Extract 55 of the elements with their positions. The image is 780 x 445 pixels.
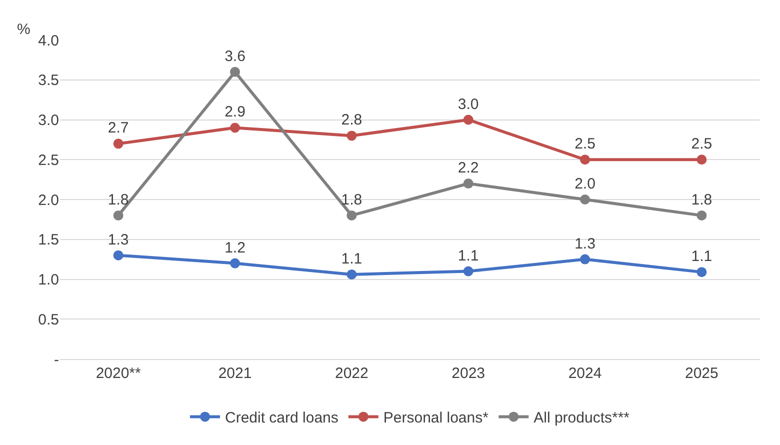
x-tick-label: 2020** [96,365,142,382]
y-tick-label: 2.5 [38,152,59,169]
data-label: 1.8 [341,191,362,208]
y-tick-label: 3.0 [38,112,59,129]
y-tick-label: 4.0 [38,32,59,50]
y-tick-label: 1.5 [38,232,59,249]
data-label: 2.0 [574,176,596,192]
point [696,210,707,220]
data-label: 2.2 [458,160,479,177]
data-label: 2.7 [108,120,129,137]
data-label: 3.0 [458,96,479,113]
point [346,210,357,220]
point [463,266,474,276]
x-tick-label: 2023 [452,365,486,382]
point [113,250,124,260]
y-axis-title: % [17,21,30,38]
x-tick-label: 2025 [684,365,718,382]
data-label: 1.1 [458,247,479,264]
data-label: 2.8 [341,112,362,129]
data-label: 2.9 [224,104,246,121]
point [230,122,240,133]
x-tick-label: 2022 [334,365,368,382]
y-tick-label: 1.0 [38,272,59,288]
legend-label: All products*** [534,410,630,427]
data-label: 1.8 [108,191,129,208]
point [346,269,357,280]
legend-label: Personal loans* [383,410,489,427]
legend-label: Credit card loans [225,410,338,427]
data-label: 1.1 [691,248,712,266]
data-label: 3.6 [224,48,246,65]
y-tick-label: - [54,351,59,368]
point [113,138,124,149]
y-tick-label: 3.5 [38,72,59,90]
data-label: 1.3 [108,231,129,248]
point [463,178,474,189]
data-label: 2.5 [691,136,712,153]
point [463,114,474,125]
point [580,194,590,204]
point [696,267,707,278]
data-label: 1.8 [691,191,712,208]
data-label: 1.2 [224,239,246,256]
y-tick-label: 0.5 [38,311,59,328]
x-tick-label: 2021 [218,365,252,382]
data-label: 1.1 [341,250,362,268]
y-tick-label: 2.0 [38,192,59,209]
x-tick-label: 2024 [568,365,602,382]
point [113,210,124,220]
point [230,66,240,77]
point [696,154,707,165]
point [346,130,357,141]
data-label: 1.3 [574,235,596,252]
point [580,254,590,264]
point [580,154,590,165]
point [230,258,240,268]
data-label: 2.5 [574,136,596,153]
